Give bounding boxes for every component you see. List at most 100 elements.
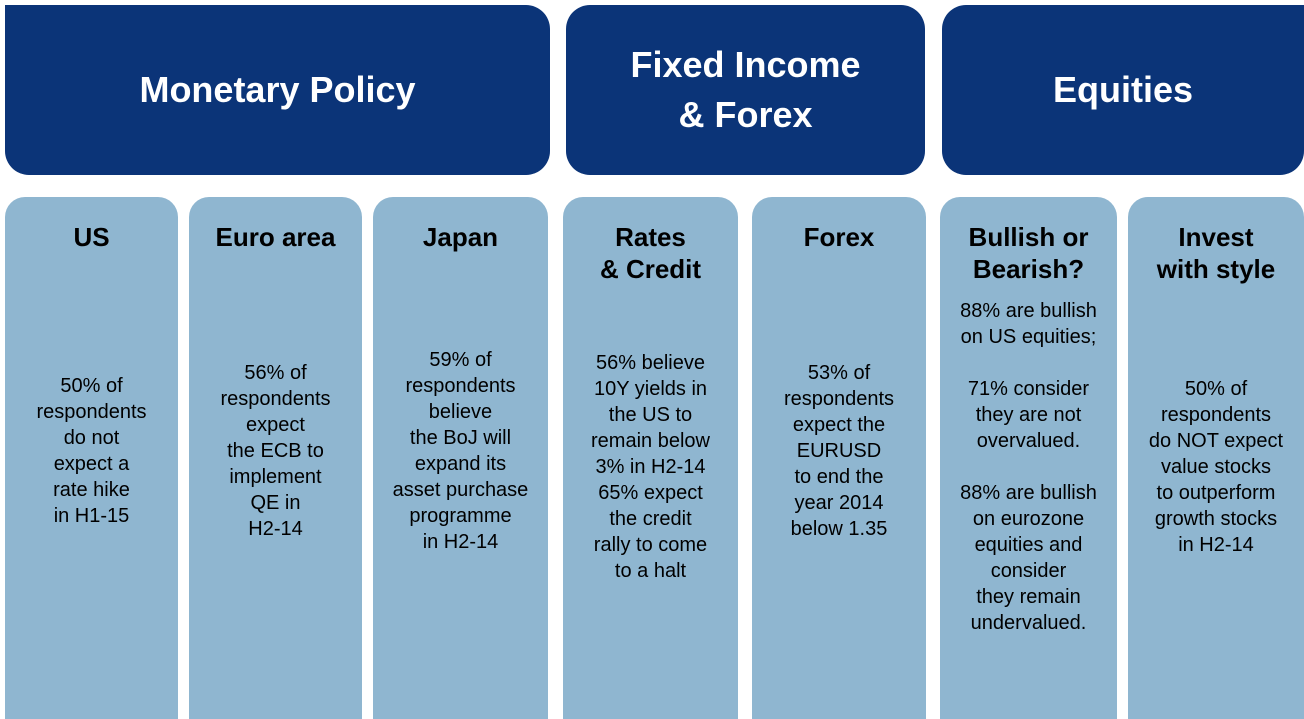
- text-line: believe: [428, 401, 493, 423]
- text-line: Fixed Income: [630, 44, 861, 85]
- text-line: to outperform: [1156, 482, 1276, 504]
- column-card: Japan 59% of respondents believe the BoJ wil…: [373, 197, 548, 719]
- column-card: Forex 53% of respondents expect the EURUSD to…: [752, 197, 926, 719]
- text-line: programme: [409, 505, 512, 527]
- text-line: Equities: [1052, 69, 1194, 110]
- text-line: in H2-14: [422, 531, 499, 553]
- text-line: respondents: [405, 375, 516, 397]
- text-line: 71% consider: [967, 378, 1090, 400]
- section-header: Fixed Income & Forex: [566, 5, 925, 175]
- text-line: expect: [246, 414, 305, 436]
- paragraph: 88% are bullish on US equities;: [960, 298, 1097, 350]
- text-line: Forex: [803, 222, 875, 252]
- text-line: implement: [229, 466, 322, 488]
- text-line: QE in: [250, 492, 301, 514]
- text-line: equities and: [974, 534, 1083, 556]
- text-line: rate hike: [53, 479, 130, 501]
- paragraph: 71% consider they are not overvalued.: [960, 376, 1097, 454]
- text-line: 10Y yields in: [593, 378, 708, 400]
- text-line: below 1.35: [790, 518, 888, 540]
- paragraph: 53% of respondents expect the EURUSD to end …: [784, 360, 894, 542]
- text-line: year 2014: [794, 492, 884, 514]
- text-line: 53% of: [807, 362, 871, 384]
- text-line: & Forex: [678, 94, 813, 135]
- column-body: 88% are bullish on US equities; 71% consid…: [960, 285, 1097, 719]
- text-line: EURUSD: [796, 440, 882, 462]
- column-body: 56% believe 10Y yields in the US to remain …: [591, 285, 710, 719]
- column-title: Rates & Credit: [600, 221, 701, 285]
- text-line: 56% believe: [596, 352, 705, 374]
- paragraph: 50% of respondents do NOT expect value stoc…: [1149, 376, 1283, 558]
- column-body: 50% of respondents do not expect a rate hike…: [36, 253, 146, 719]
- column-title: Euro area: [216, 221, 336, 253]
- text-line: Monetary Policy: [139, 69, 416, 110]
- column-body: 59% of respondents believe the BoJ will expa…: [393, 253, 529, 719]
- text-line: Invest: [1178, 222, 1254, 252]
- text-line: respondents: [783, 388, 895, 410]
- column-title: Forex: [804, 221, 875, 253]
- text-line: the BoJ will: [409, 427, 512, 449]
- column-title: Invest with style: [1157, 221, 1275, 285]
- text-line: Japan: [422, 222, 499, 252]
- text-line: H2-14: [248, 518, 303, 540]
- text-line: growth stocks: [1154, 508, 1278, 530]
- text-line: asset purchase: [392, 479, 529, 501]
- text-line: respondents: [1160, 404, 1272, 426]
- text-line: to a halt: [614, 560, 687, 582]
- text-line: Bearish?: [972, 254, 1085, 284]
- column-title: Bullish or Bearish?: [969, 221, 1089, 285]
- section-header: Equities: [942, 5, 1304, 175]
- text-line: 56% of: [244, 362, 307, 384]
- text-line: value stocks: [1160, 456, 1272, 478]
- text-line: expand its: [414, 453, 507, 475]
- paragraph: 88% are bullish on eurozone equities and co…: [960, 480, 1097, 636]
- text-line: the US to: [608, 404, 693, 426]
- column-card: US 50% of respondents do not expect a rate hi…: [5, 197, 178, 719]
- column-card: Bullish or Bearish? 88% are bullish on US e…: [940, 197, 1117, 719]
- paragraph: 56% of respondents expect the ECB to impleme…: [220, 360, 330, 542]
- column-body: 56% of respondents expect the ECB to impleme…: [220, 253, 330, 719]
- column-title: US: [73, 221, 109, 253]
- text-line: 65% expect: [598, 482, 703, 504]
- text-line: Euro area: [215, 222, 336, 252]
- section-header: Monetary Policy: [5, 5, 550, 175]
- column-title: Japan: [423, 221, 498, 253]
- text-line: & Credit: [599, 254, 702, 284]
- text-line: in H1-15: [53, 505, 130, 527]
- column-body: 53% of respondents expect the EURUSD to end …: [784, 253, 894, 719]
- text-line: expect the: [792, 414, 886, 436]
- column-card: Rates & Credit 56% believe 10Y yields in the…: [563, 197, 738, 719]
- text-line: they remain: [976, 586, 1081, 608]
- text-line: overvalued.: [976, 430, 1081, 452]
- text-line: they are not: [975, 404, 1082, 426]
- text-line: 88% are bullish: [960, 482, 1097, 504]
- text-line: to end the: [794, 466, 884, 488]
- text-line: rally to come: [593, 534, 708, 556]
- text-line: expect a: [53, 453, 130, 475]
- text-line: 88% are bullish: [960, 300, 1097, 322]
- text-line: the ECB to: [227, 440, 324, 462]
- text-line: respondents: [220, 388, 331, 410]
- paragraph: 59% of respondents believe the BoJ will expa…: [393, 347, 529, 555]
- text-line: with style: [1156, 254, 1276, 284]
- text-line: 59% of: [429, 349, 492, 371]
- text-line: on eurozone: [972, 508, 1085, 530]
- text-line: 50% of: [60, 375, 123, 397]
- text-line: the credit: [609, 508, 692, 530]
- text-line: respondents: [36, 401, 147, 423]
- text-line: Bullish or: [968, 222, 1089, 252]
- text-line: 50% of: [1184, 378, 1248, 400]
- text-line: undervalued.: [970, 612, 1087, 634]
- text-line: in H2-14: [1178, 534, 1254, 556]
- paragraph: 50% of respondents do not expect a rate hike…: [36, 373, 146, 529]
- text-line: do NOT expect: [1148, 430, 1284, 452]
- text-line: US: [73, 222, 110, 252]
- column-body: 50% of respondents do NOT expect value stoc…: [1149, 285, 1283, 719]
- text-line: do not: [63, 427, 120, 449]
- text-line: consider: [990, 560, 1067, 582]
- column-card: Euro area 56% of respondents expect the ECB …: [189, 197, 362, 719]
- text-line: on US equities;: [960, 326, 1097, 348]
- paragraph: 56% believe 10Y yields in the US to remain …: [591, 350, 710, 584]
- column-card: Invest with style 50% of respondents do NOT …: [1128, 197, 1304, 719]
